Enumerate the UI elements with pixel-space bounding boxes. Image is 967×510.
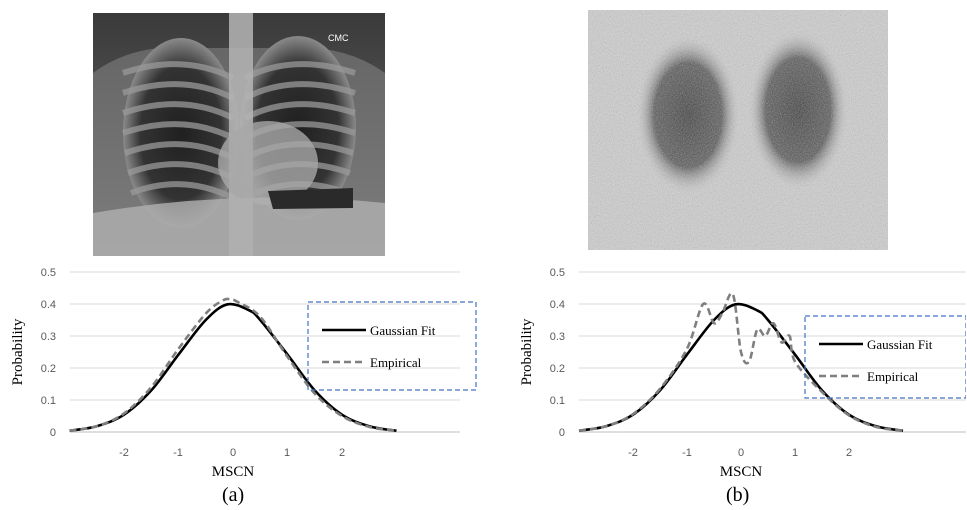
subfigure-label-a: (a) — [222, 484, 245, 506]
y-tick-label: 0.3 — [550, 331, 565, 343]
y-tick-label: 0.1 — [550, 395, 565, 407]
y-axis-title: Probability — [519, 318, 535, 385]
x-tick-label: 1 — [284, 447, 290, 459]
panel-a: CMC 0 0.1 0.2 0.3 0.4 0.5 -2 -1 0 1 2 MSCN Probabili… — [0, 0, 483, 510]
series-line-gaussian-fit — [578, 302, 904, 433]
xray-image-original: CMC — [93, 13, 385, 256]
x-axis-title: MSCN — [212, 464, 255, 480]
legend-box — [804, 315, 966, 399]
x-tick-label: 1 — [792, 447, 798, 459]
chart-b: 0 0.1 0.2 0.3 0.4 0.5 -2 -1 0 1 2 MSCN Probability Ga… — [519, 267, 966, 480]
x-tick-label: -1 — [682, 447, 692, 459]
subfigure-label-b: (b) — [726, 484, 750, 506]
x-tick-label: -2 — [119, 447, 129, 459]
x-tick-label: -2 — [628, 447, 638, 459]
series-line-empirical — [69, 297, 397, 433]
y-tick-label: 0.5 — [41, 267, 56, 279]
x-tick-label: -1 — [173, 447, 183, 459]
x-tick-label: 2 — [339, 447, 345, 459]
x-tick-label: 0 — [230, 447, 236, 459]
y-axis-title: Probability — [10, 318, 26, 385]
legend-label: Empirical — [867, 369, 919, 384]
legend-box — [307, 301, 477, 391]
y-tick-label: 0.2 — [550, 363, 565, 375]
x-tick-label: 2 — [846, 447, 852, 459]
y-tick-label: 0.3 — [41, 331, 56, 343]
x-tick-label: 0 — [738, 447, 744, 459]
y-tick-label: 0.2 — [41, 363, 56, 375]
y-tick-label: 0.5 — [550, 267, 565, 279]
series-line-gaussian-fit — [69, 302, 397, 433]
legend-label: Gaussian Fit — [867, 337, 933, 352]
x-axis-title: MSCN — [720, 464, 763, 480]
chart-a: 0 0.1 0.2 0.3 0.4 0.5 -2 -1 0 1 2 MSCN Probability Ga… — [10, 267, 477, 480]
y-tick-label: 0.4 — [550, 299, 565, 311]
panel-b: 0 0.1 0.2 0.3 0.4 0.5 -2 -1 0 1 2 MSCN Probability Ga… — [483, 0, 966, 510]
series-line-empirical — [578, 291, 904, 433]
legend-label: Gaussian Fit — [370, 323, 436, 338]
legend-label: Empirical — [370, 355, 422, 370]
y-tick-label: 0 — [559, 427, 565, 439]
y-tick-label: 0.4 — [41, 299, 56, 311]
y-tick-label: 0.1 — [41, 395, 56, 407]
svg-text:CMC: CMC — [328, 33, 349, 43]
y-tick-label: 0 — [50, 427, 56, 439]
xray-image-distorted — [588, 10, 888, 250]
